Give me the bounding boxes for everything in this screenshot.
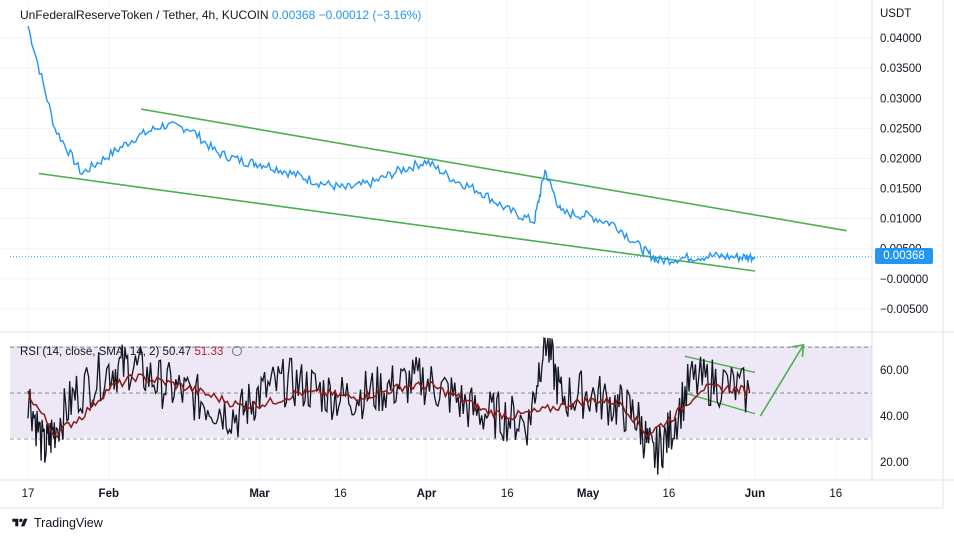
time-tick-label: 17 bbox=[22, 488, 35, 500]
tradingview-logo-icon bbox=[12, 518, 28, 527]
time-tick-label: Apr bbox=[417, 488, 437, 500]
rsi-axis-ticks[interactable]: 60.00 40.00 20.00 bbox=[880, 365, 909, 469]
rsi-levels bbox=[10, 346, 872, 440]
up-arrow-annotation bbox=[759, 343, 805, 417]
trendline bbox=[38, 172, 756, 272]
price-series bbox=[10, 25, 872, 266]
time-tick-label: May bbox=[577, 488, 600, 500]
branding[interactable]: TradingView bbox=[10, 516, 103, 530]
rsi-tick-label: 20.00 bbox=[880, 457, 909, 469]
price-tick-label: 0.02000 bbox=[880, 153, 922, 165]
rsi-tick-label: 40.00 bbox=[880, 411, 909, 423]
price-tick-label: 0.03000 bbox=[880, 93, 922, 105]
time-tick-label: Mar bbox=[249, 488, 270, 500]
rsi-legend[interactable]: RSI (14, close, SMA, 14, 2) 50.47 51.33 bbox=[20, 346, 242, 358]
price-line bbox=[27, 25, 756, 266]
rsi-sma-value: 51.33 bbox=[194, 346, 224, 358]
price-tick-label: 0.01000 bbox=[880, 214, 922, 226]
price-unit: USDT bbox=[880, 8, 912, 20]
visibility-icon[interactable] bbox=[231, 346, 242, 356]
last-price-tag: 0.00368 bbox=[875, 248, 933, 264]
time-tick-label: Feb bbox=[99, 488, 119, 500]
brand-name: TradingView bbox=[34, 516, 103, 530]
rsi-line bbox=[27, 336, 751, 475]
trendline bbox=[140, 108, 847, 232]
price-tick-label: −0.00500 bbox=[880, 304, 928, 316]
price-tick-label: −0.00000 bbox=[880, 274, 928, 286]
rsi-label: RSI (14, close, SMA, 14, 2) bbox=[20, 346, 160, 358]
price-axis-ticks[interactable]: 0.04000 0.03500 0.03000 0.02500 0.02000 0.015… bbox=[880, 33, 928, 316]
change-value: −0.00012 (−3.16%) bbox=[318, 8, 422, 22]
arrow-head bbox=[791, 343, 805, 357]
rsi-series bbox=[27, 336, 751, 475]
time-axis-ticks[interactable]: 17 Feb Mar 16 Apr 16 May 16 Jun 16 bbox=[22, 488, 843, 500]
rsi-value: 50.47 bbox=[162, 346, 192, 358]
price-tick-label: 0.03500 bbox=[880, 63, 922, 75]
time-tick-label: Jun bbox=[745, 488, 765, 500]
symbol-legend[interactable]: UnFederalReserveToken / Tether, 4h, KUCO… bbox=[20, 8, 421, 22]
rsi-tick-label: 60.00 bbox=[880, 365, 909, 377]
price-tick-label: 0.02500 bbox=[880, 123, 922, 135]
axes bbox=[0, 0, 954, 509]
price-tick-label: 0.01500 bbox=[880, 184, 922, 196]
symbol-title: UnFederalReserveToken / Tether, 4h, KUCO… bbox=[20, 8, 269, 22]
rsi-band bbox=[10, 346, 872, 438]
time-tick-label: 16 bbox=[501, 488, 514, 500]
last-value: 0.00368 bbox=[271, 8, 316, 22]
arrow-shaft bbox=[759, 344, 805, 417]
time-tick-label: 16 bbox=[334, 488, 347, 500]
time-tick-label: 16 bbox=[829, 488, 842, 500]
time-tick-label: 16 bbox=[662, 488, 675, 500]
price-tick-label: 0.04000 bbox=[880, 33, 922, 45]
rsi-sma-line bbox=[27, 373, 751, 439]
